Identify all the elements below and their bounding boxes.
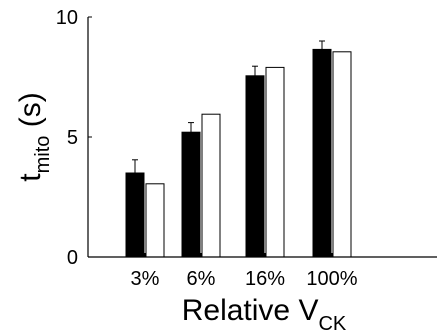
x-ticks-group: 3% 6% 16% 100% [131, 253, 358, 290]
x-axis-label-main: Relative V [182, 294, 319, 327]
bar-series2-1 [145, 183, 165, 258]
bar-series2-2 [201, 113, 221, 258]
x-axis-label-sub: CK [318, 313, 346, 335]
x-tick-label-1: 3% [131, 268, 160, 290]
x-axis-label: Relative VCK [182, 294, 347, 335]
bar-series2-3 [265, 66, 285, 258]
bar-series1-1 [125, 172, 145, 258]
bar-series1-3 [245, 75, 265, 258]
x-tick-label-3: 16% [245, 268, 285, 290]
y-ticks-group: 0 5 10 [56, 7, 92, 269]
y-axis-label: tmito (s) [14, 92, 54, 181]
bar-series1-4 [312, 48, 332, 258]
x-tick-label-4: 100% [306, 268, 357, 290]
y-tick-label-3: 10 [56, 7, 78, 29]
y-axis-label-sub: mito [32, 136, 54, 174]
y-axis-label-main: t [14, 173, 47, 182]
bars-group [125, 48, 352, 258]
bar-series1-2 [181, 131, 201, 258]
x-tick-label-2: 6% [187, 268, 216, 290]
y-tick-label-2: 5 [67, 127, 78, 149]
y-axis-label-unit: (s) [14, 92, 47, 135]
y-tick-label-1: 0 [67, 247, 78, 269]
error-bars-group [132, 40, 325, 173]
bar-series2-4 [332, 51, 352, 258]
